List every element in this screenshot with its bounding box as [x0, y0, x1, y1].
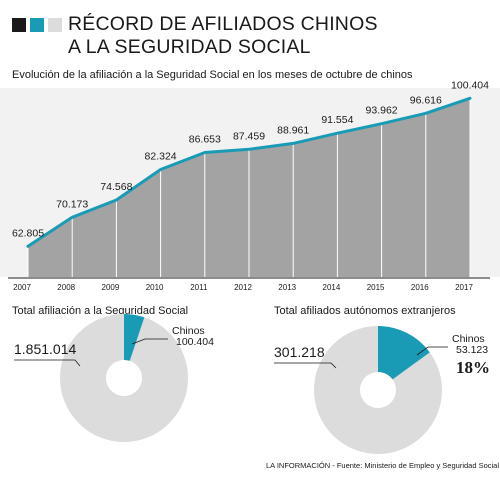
leader-line [274, 362, 337, 369]
slice-value-label: 53.123 [456, 344, 488, 356]
leader-line [416, 346, 448, 356]
data-label: 93.962 [366, 105, 398, 117]
x-tick-label: 2016 [411, 283, 429, 292]
slice-value-label: 1.851.014 [14, 341, 76, 357]
slice-percent-label: 18% [456, 358, 490, 377]
series-line [26, 96, 472, 248]
area-chart: 62.805 70.173 74.568 82.324 86.653 87.459 88.9… [0, 79, 500, 292]
x-tick-label: 2008 [57, 283, 75, 292]
data-label: 82.324 [145, 150, 177, 162]
x-tick-label: 2013 [278, 283, 296, 292]
slice-name-label: Chinos [172, 325, 205, 337]
source-credit: LA INFORMACIÓN - Fuente: Ministerio de E… [266, 461, 500, 470]
x-tick-label: 2007 [13, 283, 31, 292]
data-label: 96.616 [410, 94, 442, 106]
slice-value-label: 301.218 [274, 344, 325, 360]
pie-slice [124, 314, 145, 361]
data-label: 91.554 [321, 114, 353, 126]
leader-line [14, 359, 81, 367]
x-tick-label: 2017 [455, 283, 473, 292]
decor-square-grey [48, 18, 62, 32]
x-tick-label: 2014 [323, 283, 341, 292]
slice-name-label: Chinos [452, 333, 485, 345]
data-label: 88.961 [277, 124, 309, 136]
pie-chart-1-title: Total afiliación a la Seguridad Social [12, 305, 189, 317]
x-tick-label: 2015 [367, 283, 385, 292]
chart-subtitle: Evolución de la afiliación a la Segurida… [12, 69, 413, 81]
pie-chart-2-title: Total afiliados autónomos extranjeros [274, 305, 456, 317]
data-label: 86.653 [189, 133, 221, 145]
data-label: 74.568 [100, 181, 132, 193]
data-label: 70.173 [56, 198, 88, 210]
pie-slice [378, 326, 430, 380]
data-label: 87.459 [233, 130, 265, 142]
page-title-line-1: RÉCORD DE AFILIADOS CHINOS [68, 13, 378, 35]
x-tick-label: 2011 [190, 283, 208, 292]
data-label: 62.805 [12, 227, 44, 239]
x-tick-label: 2009 [102, 283, 120, 292]
page-title-line-2: A LA SEGURIDAD SOCIAL [68, 36, 311, 58]
decor-square-black [12, 18, 26, 32]
x-tick-label: 2010 [146, 283, 164, 292]
data-label: 100.404 [451, 79, 489, 91]
slice-value-label: 100.404 [176, 336, 214, 348]
header: RÉCORD DE AFILIADOS CHINOS A LA SEGURIDA… [0, 0, 500, 70]
decor-square-teal [30, 18, 44, 32]
x-tick-label: 2012 [234, 283, 252, 292]
leader-line [131, 338, 168, 345]
